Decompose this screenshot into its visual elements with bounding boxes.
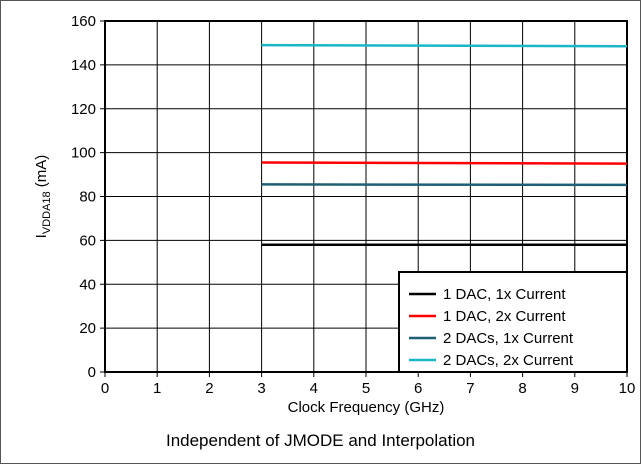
legend-label: 1 DAC, 1x Current	[443, 286, 566, 303]
y-tick-label: 80	[79, 189, 96, 206]
legend-label: 1 DAC, 2x Current	[443, 308, 566, 325]
x-tick-label: 2	[205, 380, 213, 397]
y-tick-label: 140	[71, 57, 96, 74]
y-tick-label: 0	[88, 364, 96, 381]
x-tick-label: 5	[362, 380, 370, 397]
x-tick-label: 6	[414, 380, 422, 397]
x-tick-label: 9	[571, 380, 579, 397]
x-axis-label: Clock Frequency (GHz)	[288, 399, 445, 416]
x-tick-label: 8	[518, 380, 526, 397]
legend-label: 2 DACs, 2x Current	[443, 352, 574, 369]
y-axis-label: IVDDA18 (mA)	[33, 155, 53, 239]
x-tick-label: 10	[619, 380, 636, 397]
series-line	[261, 161, 628, 165]
y-tick-label: 100	[71, 145, 96, 162]
figure-caption: Independent of JMODE and Interpolation	[165, 431, 476, 450]
x-tick-label: 0	[101, 380, 109, 397]
y-tick-label: 40	[79, 276, 96, 293]
series-line	[261, 43, 628, 48]
y-tick-label: 160	[71, 13, 96, 30]
y-tick-label: 120	[71, 101, 96, 118]
x-tick-label: 3	[257, 380, 265, 397]
legend-box	[398, 271, 628, 373]
x-tick-label: 7	[466, 380, 474, 397]
y-tick-label: 20	[79, 320, 96, 337]
legend-label: 2 DACs, 1x Current	[443, 330, 574, 347]
y-tick-label: 60	[79, 232, 96, 249]
x-tick-label: 1	[153, 380, 161, 397]
x-tick-label: 4	[310, 380, 318, 397]
